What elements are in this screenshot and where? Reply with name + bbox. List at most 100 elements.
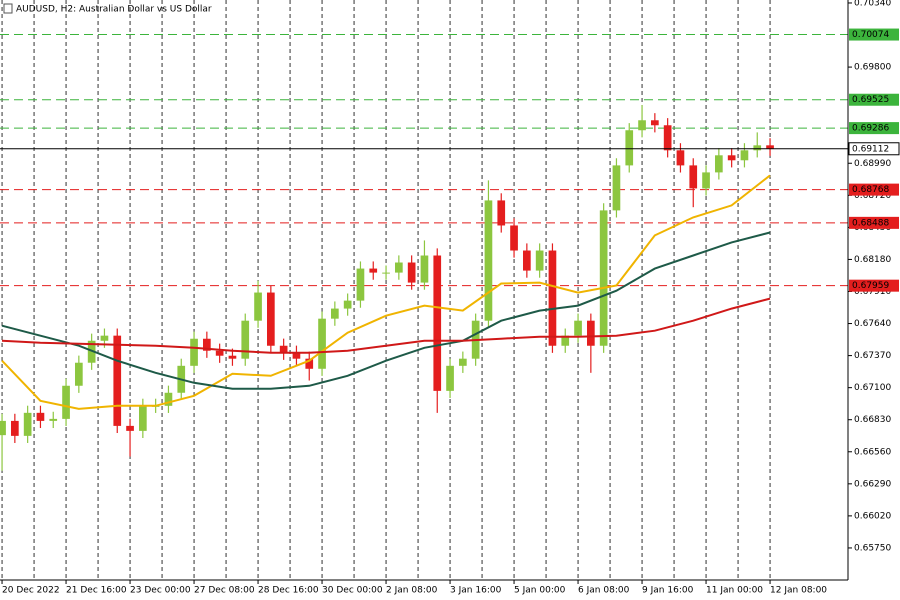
candle-body xyxy=(164,392,173,406)
candle-body xyxy=(203,338,211,351)
candle-body xyxy=(766,145,774,149)
candle-body xyxy=(535,250,544,271)
candle-body xyxy=(23,412,32,436)
candle-body xyxy=(279,345,288,353)
candle-body xyxy=(100,335,109,341)
x-tick-label: 28 Dec 16:00 xyxy=(258,586,319,596)
candle-body xyxy=(75,362,83,386)
y-tick-label: 0.65750 xyxy=(854,543,891,553)
candle-body xyxy=(727,155,736,161)
candle-body xyxy=(740,150,749,161)
level-tag-label: 0.67959 xyxy=(852,281,889,291)
level-tag-label: 0.69286 xyxy=(852,124,889,134)
y-tick-label: 0.68990 xyxy=(854,159,891,169)
candle-body xyxy=(612,165,621,211)
moving-average xyxy=(1,231,771,390)
x-tick-label: 6 Jan 08:00 xyxy=(578,586,630,596)
x-tick-label: 5 Jan 00:00 xyxy=(514,586,566,596)
candle-body xyxy=(215,350,224,356)
level-tag-label: 0.70074 xyxy=(852,30,889,40)
chart-title: AUDUSD, H2: Australian Dollar vs US Doll… xyxy=(16,5,212,15)
x-tick-label: 11 Jan 00:00 xyxy=(706,586,763,596)
x-tick-label: 12 Jan 08:00 xyxy=(770,586,827,596)
x-tick-label: 20 Dec 2022 xyxy=(2,586,60,596)
candle-body xyxy=(62,385,70,419)
y-tick-label: 0.67100 xyxy=(854,383,891,393)
level-tag-label: 0.69525 xyxy=(852,95,889,105)
candle-body xyxy=(587,320,595,346)
level-tag xyxy=(849,93,899,106)
current-price-tag xyxy=(848,142,900,156)
candle-body xyxy=(49,418,58,421)
candle-body xyxy=(369,268,378,273)
candle-body xyxy=(241,320,250,359)
candle-body xyxy=(689,165,698,189)
x-tick-label: 2 Jan 08:00 xyxy=(386,586,438,596)
candle-body xyxy=(292,352,301,359)
candle-body xyxy=(651,120,659,126)
candle-body xyxy=(715,155,723,173)
candle-body xyxy=(484,200,493,321)
candle-body xyxy=(343,300,352,309)
candle-body xyxy=(267,292,275,346)
candle-body xyxy=(407,262,416,283)
y-tick-label: 0.67640 xyxy=(854,319,891,329)
candle-body xyxy=(574,320,582,336)
y-tick-label: 0.68180 xyxy=(854,255,891,265)
x-tick-label: 9 Jan 16:00 xyxy=(642,586,694,596)
candle-body xyxy=(702,172,710,189)
moving-average xyxy=(1,297,771,354)
x-tick-label: 23 Dec 00:00 xyxy=(130,586,191,596)
level-tag-label: 0.68768 xyxy=(852,185,889,195)
candle-body xyxy=(356,268,365,301)
candle-body xyxy=(459,358,467,366)
y-tick-label: 0.66290 xyxy=(854,479,891,489)
symbol-icon xyxy=(3,3,13,14)
candle-body xyxy=(36,412,45,421)
candle-body xyxy=(190,338,198,366)
candle-body xyxy=(305,358,314,369)
candle-body xyxy=(126,425,134,431)
y-tick-label: 0.67910 xyxy=(854,287,891,297)
candle-body xyxy=(446,365,454,391)
candle-body xyxy=(228,355,237,359)
level-tag xyxy=(849,28,899,41)
current-price-label: 0.69112 xyxy=(852,144,889,154)
candle-body xyxy=(625,130,634,166)
candle-body xyxy=(0,420,6,436)
candle-body xyxy=(599,210,608,346)
candle-body xyxy=(420,255,429,283)
candle-body xyxy=(395,262,403,273)
moving-average xyxy=(1,174,771,410)
y-tick-label: 0.66020 xyxy=(854,511,891,521)
level-tag xyxy=(849,279,899,292)
candle-body xyxy=(139,405,147,431)
y-tick-label: 0.67370 xyxy=(854,351,891,361)
y-tick-label: 0.66560 xyxy=(854,447,891,457)
level-tag xyxy=(849,183,899,196)
candle-body xyxy=(318,318,326,369)
candle-body xyxy=(510,225,518,251)
candle-body xyxy=(663,125,672,151)
y-tick-label: 0.66830 xyxy=(854,415,891,425)
candle-body xyxy=(561,335,570,346)
candle-body xyxy=(753,145,762,151)
candle-body xyxy=(676,150,685,166)
x-tick-label: 21 Dec 16:00 xyxy=(66,586,127,596)
y-tick-label: 0.69800 xyxy=(854,63,891,73)
candle-body xyxy=(638,120,646,131)
plot-area xyxy=(0,0,848,580)
candle-body xyxy=(497,200,506,226)
x-tick-label: 3 Jan 16:00 xyxy=(450,586,502,596)
x-tick-label: 30 Dec 00:00 xyxy=(322,586,383,596)
candle-body xyxy=(382,272,390,274)
x-tick-label: 27 Dec 08:00 xyxy=(194,586,255,596)
candle-body xyxy=(548,250,557,346)
y-tick-label: 0.70340 xyxy=(854,0,891,8)
y-tick-label: 0.68720 xyxy=(854,191,891,201)
level-tag-label: 0.68488 xyxy=(852,218,889,228)
level-tag xyxy=(849,216,899,229)
candle-body xyxy=(113,335,122,426)
